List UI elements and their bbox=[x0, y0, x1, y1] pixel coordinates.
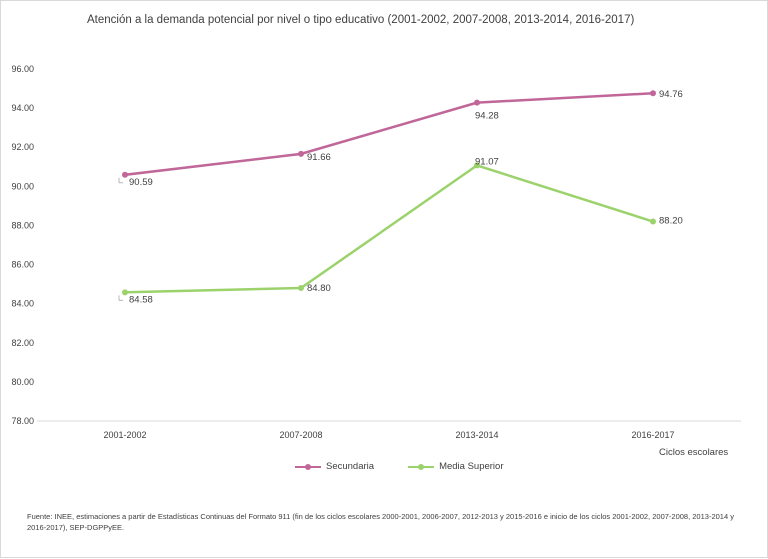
data-point-secundaria bbox=[474, 99, 480, 106]
data-point-secundaria bbox=[650, 90, 656, 97]
x-tick-label: 2007-2008 bbox=[279, 430, 322, 440]
y-tick-labels: 78.00 80.00 82.00 84.00 86.00 88.00 90.00 92.00… bbox=[11, 64, 34, 426]
data-label-media-superior: 84.80 bbox=[307, 283, 331, 294]
data-point-media-superior bbox=[474, 162, 480, 169]
y-tick-label: 86.00 bbox=[11, 260, 34, 270]
legend-swatch-media-superior bbox=[408, 463, 435, 470]
source-note: Fuente: INEE, estimaciones a partir de E… bbox=[27, 512, 734, 532]
data-label-media-superior: 84.58 bbox=[129, 294, 153, 305]
data-label-secundaria: 90.59 bbox=[129, 177, 153, 188]
series-line-media-superior bbox=[123, 164, 655, 294]
x-axis-title: Ciclos escolares bbox=[659, 447, 729, 458]
data-label-secundaria: 91.66 bbox=[307, 152, 331, 163]
y-tick-label: 88.00 bbox=[11, 220, 34, 230]
data-label-layer: 90.59 91.66 94.28 94.76 84.58 84.80 91.07 88.20 bbox=[118, 89, 683, 305]
y-tick-label: 84.00 bbox=[11, 299, 34, 309]
y-tick-label: 78.00 bbox=[11, 416, 34, 426]
data-point-secundaria bbox=[298, 150, 304, 157]
series-layer bbox=[122, 90, 656, 296]
data-label-media-superior: 91.07 bbox=[475, 156, 499, 167]
data-point-media-superior bbox=[650, 218, 656, 225]
data-point-secundaria bbox=[122, 171, 128, 178]
y-tick-label: 96.00 bbox=[11, 64, 34, 74]
x-tick-label: 2016-2017 bbox=[631, 430, 674, 440]
y-tick-label: 90.00 bbox=[11, 181, 34, 191]
data-label-media-superior: 88.20 bbox=[659, 216, 683, 227]
legend: Secundaria Media Superior bbox=[295, 461, 537, 472]
y-tick-label: 94.00 bbox=[11, 103, 34, 113]
legend-swatch-secundaria bbox=[295, 463, 321, 470]
legend-label-secundaria: Secundaria bbox=[326, 461, 375, 472]
x-tick-labels: 2001-2002 2007-2008 2013-2014 2016-2017 bbox=[103, 430, 674, 440]
y-tick-label: 92.00 bbox=[11, 142, 34, 152]
data-point-media-superior bbox=[298, 285, 304, 292]
x-tick-label: 2013-2014 bbox=[455, 430, 498, 440]
data-point-media-superior bbox=[122, 289, 128, 296]
series-line-secundaria bbox=[123, 91, 655, 177]
chart-title: Atención a la demanda potencial por nive… bbox=[87, 14, 635, 26]
data-label-secundaria: 94.76 bbox=[659, 89, 683, 100]
x-tick-label: 2001-2002 bbox=[103, 430, 146, 440]
legend-item-media-superior: Media Superior bbox=[408, 461, 503, 472]
data-label-secundaria: 94.28 bbox=[475, 111, 499, 122]
legend-label-media-superior: Media Superior bbox=[439, 461, 504, 472]
y-tick-label: 82.00 bbox=[11, 338, 34, 348]
legend-item-secundaria: Secundaria bbox=[295, 461, 374, 472]
y-tick-label: 80.00 bbox=[11, 377, 34, 387]
